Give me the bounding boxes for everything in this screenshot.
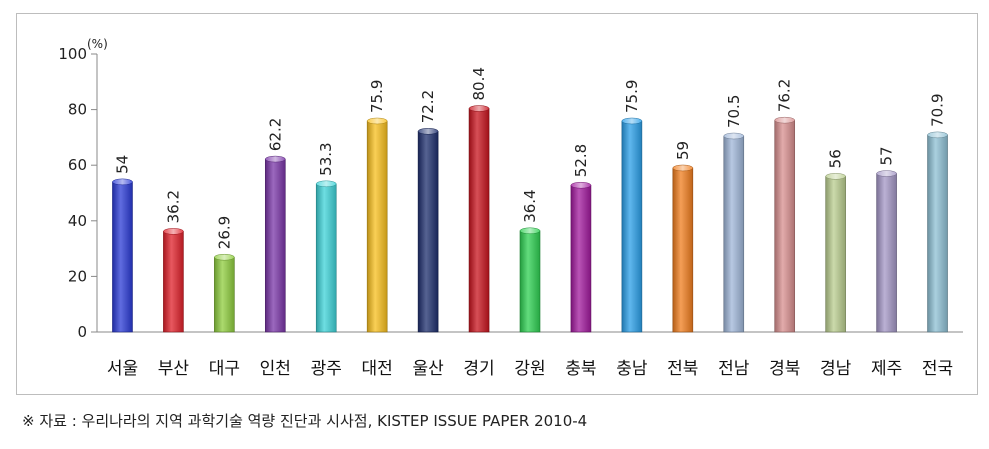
value-label: 62.2 (266, 118, 284, 151)
category-label: 광주 (311, 359, 342, 379)
category-label: 부산 (158, 359, 190, 379)
category-label: 전북 (667, 359, 698, 379)
category-label: 전국 (922, 359, 953, 379)
category-label: 울산 (412, 359, 444, 379)
value-label: 36.4 (521, 189, 539, 222)
bar-전북 (672, 167, 694, 333)
bar-chart: 0 20 40 60 80 100(%) 54 서울 36.2 부산 26.9 대구 62.2 인천 53.… (58, 37, 963, 379)
category-label: 강원 (514, 359, 545, 379)
bar-전남 (723, 135, 745, 333)
category-label: 충남 (616, 359, 648, 379)
bar-대구 (214, 256, 235, 333)
bar-광주 (315, 183, 337, 333)
value-label: 36.2 (164, 190, 182, 223)
bar-대전 (366, 120, 388, 333)
category-label: 제주 (871, 359, 902, 379)
labels: 0 20 40 60 80 100(%) 54 서울 36.2 부산 26.9 대구 62.2 인천 53.… (58, 37, 953, 379)
bar-경남 (825, 176, 846, 333)
y-tick-label: 60 (68, 156, 87, 174)
category-label: 경북 (769, 359, 800, 379)
bar-인천 (264, 158, 286, 333)
y-tick-label: 100 (58, 45, 87, 63)
category-label: 경기 (463, 359, 494, 379)
bar-제주 (876, 173, 897, 333)
bar-cap (519, 227, 541, 235)
bar-경북 (774, 119, 796, 333)
chart-frame: 0 20 40 60 80 100 (%) 54 서울 36.2 부산 26.9 대구 62.2 인천 53.… (16, 13, 978, 395)
bar-cap (214, 253, 235, 261)
bar-충북 (570, 184, 592, 333)
bar-cap (621, 117, 643, 125)
bar-cap (570, 181, 592, 189)
category-label: 대구 (209, 359, 240, 379)
value-label: 52.8 (572, 144, 590, 177)
bar-울산 (417, 130, 439, 333)
bar-부산 (163, 231, 184, 333)
value-label: 72.2 (419, 90, 437, 123)
category-label: 서울 (107, 359, 138, 379)
bar-서울 (112, 181, 133, 333)
y-tick-label: 40 (68, 212, 87, 230)
y-tick-label: 20 (68, 267, 87, 285)
bar-cap (163, 228, 184, 235)
value-label: 59 (674, 141, 692, 160)
bar-cap (315, 180, 337, 188)
value-label: 54 (113, 155, 131, 174)
bar-충남 (621, 120, 643, 333)
bar-전국 (927, 134, 948, 333)
bar-경기 (468, 108, 490, 333)
value-label: 70.5 (725, 95, 743, 128)
category-label: 충북 (565, 359, 596, 379)
category-label: 대전 (362, 359, 393, 379)
bar-강원 (519, 230, 541, 333)
value-label: 53.3 (317, 142, 335, 175)
source-note: ※ 자료 : 우리나라의 지역 과학기술 역량 진단과 시사점, KISTEP … (22, 412, 588, 430)
bar-cap (366, 117, 388, 125)
value-label: 57 (878, 146, 896, 165)
y-tick-label: 0 (77, 323, 87, 341)
bar-cap (112, 178, 133, 186)
bars (112, 105, 948, 333)
bar-cap (723, 132, 745, 140)
category-label: 인천 (260, 359, 291, 379)
bar-cap (672, 164, 694, 172)
value-label: 75.9 (623, 80, 641, 113)
bar-cap (774, 116, 795, 124)
bar-cap (265, 155, 286, 163)
bar-cap (417, 128, 439, 135)
value-label: 26.9 (215, 216, 233, 249)
bar-cap (468, 105, 490, 112)
value-label: 76.2 (776, 79, 794, 112)
y-unit-label: (%) (87, 37, 108, 51)
y-tick-label: 80 (68, 101, 87, 119)
category-label: 전남 (718, 359, 750, 379)
value-label: 70.9 (929, 93, 947, 126)
value-label: 75.9 (368, 80, 386, 113)
value-label: 56 (827, 149, 845, 168)
category-label: 경남 (820, 359, 852, 379)
bar-cap (825, 173, 846, 180)
bar-cap (927, 131, 948, 139)
bar-cap (876, 170, 897, 177)
value-label: 80.4 (470, 67, 488, 100)
